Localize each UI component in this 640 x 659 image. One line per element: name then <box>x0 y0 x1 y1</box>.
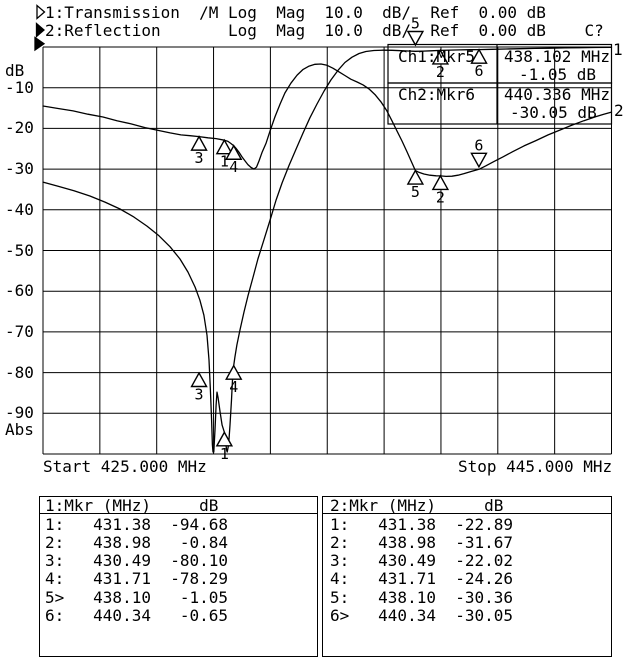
marker-4-ch2-symbol <box>225 144 243 160</box>
x-axis-stop-label: Stop 445.000 MHz <box>458 457 613 476</box>
marker-table-header-divider <box>323 513 611 514</box>
readout-ch2-level: -30.05 dB <box>510 102 597 122</box>
marker-1-ch2-symbol <box>215 138 234 155</box>
marker-4-ch1-symbol <box>225 364 243 380</box>
y-axis-tick-label: -90 <box>5 403 34 423</box>
marker-3-ch2-symbol <box>190 135 208 151</box>
marker-table-header-divider <box>40 513 317 514</box>
marker-2-ch2-symbol <box>431 174 450 191</box>
marker-table-header: 1:Mkr (MHz) dB <box>45 496 219 515</box>
marker-2-ch1-label: 2 <box>436 63 445 81</box>
trace-2 <box>42 63 613 178</box>
trace-1 <box>42 46 613 453</box>
marker-table-row: 1: 431.38 -94.68 <box>45 514 229 534</box>
y-axis-tick-label: -60 <box>5 281 34 301</box>
marker-table-row: 5: 438.10 -30.36 <box>330 587 514 607</box>
marker-4-ch2-label: 4 <box>229 158 238 176</box>
readout-ch1-label: Ch1:Mkr5 <box>398 47 476 66</box>
y-axis-tick-label: -50 <box>5 240 34 260</box>
marker-table-ch1: 1:Mkr (MHz) dB 1: 431.38 -94.68 2: 438.98 … <box>39 496 318 657</box>
marker-table-row: 3: 430.49 -80.10 <box>45 551 229 571</box>
readout-ch1-frequency: 438.102 MHz <box>504 47 610 66</box>
marker-table-row: 3: 430.49 -22.02 <box>330 551 514 571</box>
marker-table-ch2: 2:Mkr (MHz) dB 1: 431.38 -22.89 2: 438.98 … <box>322 496 612 657</box>
marker-6-ch1-label: 6 <box>475 62 484 80</box>
marker-1-ch1-symbol <box>215 430 234 447</box>
marker-3-ch2-label: 3 <box>195 149 204 167</box>
y-axis-tick-label: -30 <box>5 159 34 179</box>
marker-table-row: 6: 440.34 -0.65 <box>45 606 229 625</box>
marker-table-row: 4: 431.71 -24.26 <box>330 569 514 589</box>
marker-table-row: 5> 438.10 -1.05 <box>45 587 229 607</box>
marker-5-ch1-symbol <box>406 30 425 47</box>
readout-ch2-label: Ch2:Mkr6 <box>398 84 476 104</box>
x-axis-start-label: Start 425.000 MHz <box>43 457 207 476</box>
marker-2-ch1-symbol <box>431 48 450 65</box>
marker-3-ch1-symbol <box>190 371 208 388</box>
marker-1-ch1-label: 1 <box>220 445 229 463</box>
marker-table-row: 1: 431.38 -22.89 <box>330 514 514 534</box>
marker-5-ch2-label: 5 <box>411 183 420 201</box>
readout-box-ch2 <box>387 82 613 125</box>
marker-1-ch2-label: 1 <box>220 153 229 171</box>
marker-5-ch1-label: 5 <box>411 15 420 33</box>
y-axis-tick-label: -40 <box>5 199 34 219</box>
marker-6-ch2-symbol <box>470 152 488 169</box>
y-axis-tick-label: dB <box>5 61 25 80</box>
y-axis-tick-label: -80 <box>5 362 34 382</box>
header-line-2: 2:Reflection Log Mag 10.0 dB/ Ref 0.00 d… <box>45 21 604 40</box>
marker-3-ch1-label: 3 <box>195 386 204 404</box>
y-axis-tick-label: -70 <box>5 321 34 341</box>
y-axis-tick-label: -10 <box>5 77 34 97</box>
marker-6-ch2-label: 6 <box>474 136 483 154</box>
y-axis-tick-label: -20 <box>5 118 34 138</box>
channel2-marker-icon <box>35 22 45 38</box>
marker-table-row: 6> 440.34 -30.05 <box>330 606 514 625</box>
y-axis-tick-label: Abs <box>5 419 34 439</box>
readout-ch2-frequency: 440.336 MHz <box>504 84 610 104</box>
marker-2-ch2-label: 2 <box>436 188 445 206</box>
marker-6-ch1-symbol <box>470 48 488 64</box>
trace2-end-label: 2 <box>614 101 624 120</box>
trace1-end-label: 1 <box>613 40 623 59</box>
marker-table-row: 4: 431.71 -78.29 <box>45 569 229 589</box>
marker-table-header: 2:Mkr (MHz) dB <box>330 496 504 515</box>
header-line-1: 1:Transmission /M Log Mag 10.0 dB/ Ref 0… <box>45 3 546 22</box>
marker-4-ch1-label: 4 <box>229 378 238 396</box>
marker-table-row: 2: 438.98 -0.84 <box>45 532 229 552</box>
ref-level-arrow-icon <box>34 36 46 52</box>
marker-5-ch2-symbol <box>406 169 425 185</box>
channel1-marker-icon <box>36 4 46 20</box>
readout-ch1-level: -1.05 dB <box>519 64 597 84</box>
marker-table-row: 2: 438.98 -31.67 <box>330 532 514 552</box>
